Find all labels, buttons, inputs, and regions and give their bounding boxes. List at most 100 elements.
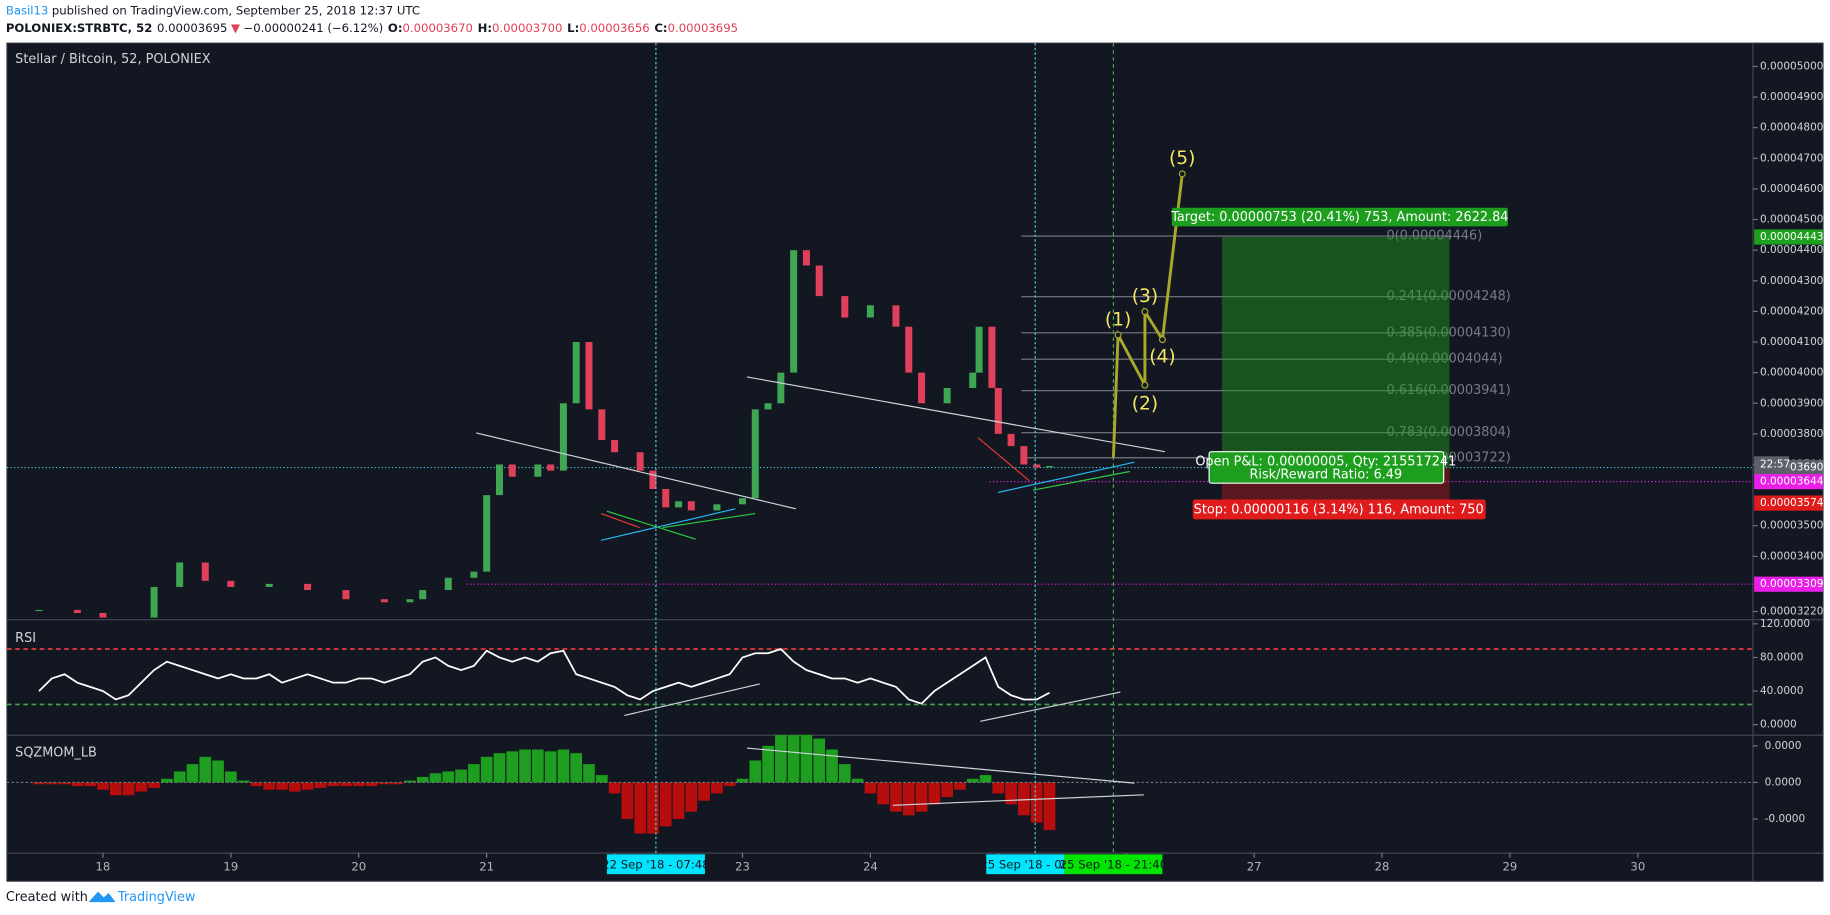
momentum-bar <box>659 782 672 827</box>
candle <box>969 372 977 388</box>
candle <box>35 609 43 612</box>
momentum-bar <box>672 782 685 819</box>
candle <box>508 464 516 477</box>
trend-line <box>746 747 1135 784</box>
y-tick-label: -0.0000 <box>1765 813 1806 825</box>
wave-label: (4) <box>1149 347 1175 368</box>
trend-line <box>476 432 797 510</box>
wave-point <box>1158 336 1166 344</box>
momentum-bar <box>391 782 403 785</box>
momentum-bar <box>595 775 608 783</box>
x-tick-label: 20 <box>351 860 366 874</box>
target-zone <box>1221 236 1450 468</box>
fib-label: 0(0.00004446) <box>1387 229 1483 244</box>
arrow-line <box>600 508 736 541</box>
candle <box>150 586 158 618</box>
time-marker: 25 Sep '18 - 21:40 <box>1060 857 1167 871</box>
candle <box>419 590 427 600</box>
x-tick-label: 27 <box>1247 860 1262 874</box>
candle <box>470 571 478 578</box>
y-tick-label: 0.0000 <box>1760 719 1797 731</box>
x-tick-label: 24 <box>863 860 878 874</box>
candle <box>1045 466 1053 468</box>
x-tick-label: 23 <box>735 860 750 874</box>
arrow-line <box>977 437 1030 482</box>
momentum-bar <box>966 778 979 783</box>
rsi-line <box>38 648 1050 705</box>
momentum-bar <box>1018 782 1030 816</box>
ohlc-value: 0.00003695 <box>668 21 738 35</box>
candle <box>777 372 785 404</box>
momentum-bar <box>71 782 84 787</box>
momentum-bar <box>775 734 787 783</box>
candle <box>304 583 312 591</box>
trend-line <box>892 794 1144 806</box>
y-tick-label: 0.00004800 <box>1760 122 1823 134</box>
momentum-bar <box>711 782 723 794</box>
momentum-bar <box>416 776 429 783</box>
momentum-bar <box>544 751 557 783</box>
candle <box>738 498 746 505</box>
momentum-bar <box>314 782 327 788</box>
x-tick-label: 21 <box>479 860 494 874</box>
momentum-bar <box>915 782 928 812</box>
candle <box>943 387 951 404</box>
y-tick-label: 0.00003400 <box>1760 550 1823 562</box>
candle <box>815 265 823 297</box>
momentum-bar <box>161 778 173 783</box>
header-line-2: POLONIEX:STRBTC, 52 0.00003695 ▼ −0.0000024… <box>6 21 738 35</box>
time-marker: 25 Sep '18 - 06 <box>980 857 1069 871</box>
drawings <box>476 43 1186 854</box>
momentum-bar <box>1005 782 1017 805</box>
ohlc-value: 0.00003656 <box>579 21 649 35</box>
momentum-bar <box>135 782 148 792</box>
momentum-bar <box>480 756 493 783</box>
price-marker-box <box>1754 495 1823 511</box>
momentum-bar <box>890 782 902 812</box>
header-line-1: Basil13 published on TradingView.com, Sep… <box>6 3 420 17</box>
candle <box>1033 464 1041 468</box>
candle <box>201 562 209 581</box>
candle <box>802 250 810 266</box>
y-tick-label: 80.0000 <box>1760 651 1803 663</box>
candle <box>406 599 414 603</box>
ohlc-key: L: <box>567 21 579 35</box>
candle <box>905 326 913 373</box>
momentum-bar <box>225 771 237 783</box>
candle <box>687 501 695 511</box>
momentum-bar <box>583 764 595 783</box>
candle <box>662 488 670 508</box>
momentum-bar <box>263 782 276 790</box>
y-tick-label: 0.0000 <box>1765 776 1802 788</box>
momentum-bar <box>378 782 391 785</box>
brand[interactable]: TradingView <box>117 890 196 905</box>
candle <box>598 409 606 440</box>
momentum-bar <box>621 782 634 819</box>
y-tick-label: 0.00004700 <box>1760 152 1823 164</box>
countdown-box <box>1754 456 1790 472</box>
momentum-bar <box>902 782 915 816</box>
momentum-bar <box>199 756 212 783</box>
y-tick-label: 0.0000 <box>1765 740 1802 752</box>
momentum-bar <box>634 782 646 834</box>
momentum-bar <box>838 764 851 783</box>
momentum-bar <box>826 749 838 783</box>
x-tick-label: 19 <box>223 860 238 874</box>
arrow-line <box>997 461 1135 494</box>
momentum-bar <box>429 773 442 783</box>
fib-label: 0.616(0.00003941) <box>1387 383 1511 398</box>
trend-line <box>980 691 1121 722</box>
author[interactable]: Basil13 <box>6 3 49 17</box>
momentum-bar <box>941 782 953 798</box>
momentum-bar <box>698 782 710 801</box>
momentum-bar <box>531 749 544 783</box>
y-tick-label: 40.0000 <box>1760 685 1803 697</box>
momentum-bar <box>723 782 736 787</box>
momentum-bar <box>365 782 378 787</box>
candle <box>713 504 721 511</box>
trend-line <box>746 376 1165 453</box>
candle <box>1020 446 1028 465</box>
momentum-bar <box>979 775 992 783</box>
target-box <box>1171 207 1508 227</box>
